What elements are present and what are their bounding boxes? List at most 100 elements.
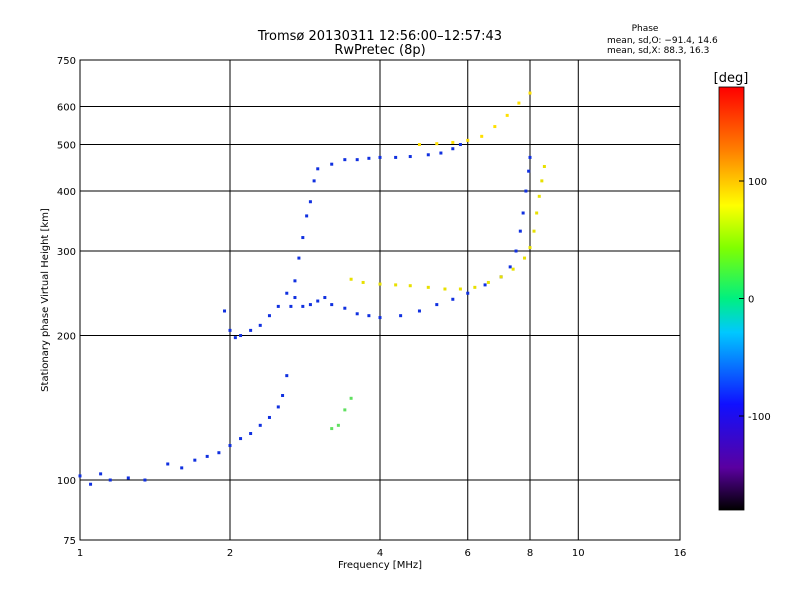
data-point — [542, 164, 546, 168]
x-tick-label: 8 — [527, 548, 533, 559]
data-point — [524, 189, 528, 193]
data-point — [323, 296, 327, 300]
data-point — [258, 323, 262, 327]
colorbar-tick-label: 0 — [748, 295, 754, 306]
data-point — [523, 256, 527, 260]
data-point — [285, 374, 289, 378]
colorbar-label: [deg] — [714, 71, 749, 86]
data-point — [378, 155, 382, 159]
data-point — [458, 143, 462, 147]
x-tick-label: 6 — [465, 548, 471, 559]
data-point — [451, 297, 455, 301]
data-point — [355, 312, 359, 316]
y-tick-label: 400 — [57, 187, 76, 198]
data-point — [466, 291, 470, 295]
data-point — [408, 284, 412, 288]
data-point — [239, 437, 243, 441]
data-point — [316, 299, 320, 303]
data-point — [439, 151, 443, 155]
x-tick-label: 4 — [377, 548, 383, 559]
data-point — [343, 408, 347, 412]
data-point — [258, 423, 262, 427]
data-point — [293, 279, 297, 283]
x-axis-label: Frequency [MHz] — [338, 560, 422, 571]
phase-title: Phase — [632, 24, 659, 34]
data-point — [267, 415, 271, 419]
data-point — [301, 304, 305, 308]
data-point — [343, 158, 347, 162]
data-point — [466, 138, 470, 142]
phase-stats-x: mean, sd,X: 88.3, 16.3 — [607, 46, 709, 56]
data-point — [330, 427, 334, 431]
data-point — [193, 458, 197, 462]
data-point — [518, 229, 522, 233]
data-point — [408, 155, 412, 159]
data-point — [499, 275, 503, 279]
y-tick-label: 600 — [57, 103, 76, 114]
data-point — [443, 287, 447, 291]
data-point — [180, 466, 184, 470]
data-point — [535, 211, 539, 215]
data-point — [316, 167, 320, 171]
data-point — [514, 249, 518, 253]
data-point — [217, 451, 221, 455]
data-point — [249, 432, 253, 436]
data-point — [228, 328, 232, 332]
data-point — [426, 153, 430, 157]
data-point — [281, 394, 285, 398]
y-axis-label: Stationary phase Virtual Height [km] — [40, 208, 51, 392]
data-point — [343, 306, 347, 310]
data-point — [233, 336, 237, 340]
y-tick-label: 100 — [57, 476, 76, 487]
x-axis-ticks: 1 2 4 6 8 10 16 — [77, 548, 687, 559]
colorbar-tick-label: -100 — [748, 412, 771, 423]
colorbar-tick-label: 100 — [748, 177, 767, 188]
data-point — [517, 101, 521, 105]
data-point — [505, 113, 509, 117]
data-point — [228, 444, 232, 448]
data-point — [276, 405, 280, 409]
y-axis-ticks: 75 100 200 300 400 500 600 750 — [57, 56, 76, 547]
data-point — [305, 214, 309, 218]
data-point — [537, 194, 541, 198]
data-point — [330, 162, 334, 166]
colorbar-ticks: 100 0 -100 — [739, 177, 771, 423]
data-point — [367, 156, 371, 160]
x-tick-label: 10 — [572, 548, 585, 559]
data-point — [367, 314, 371, 318]
chart-title-line2: RwPretec (8p) — [334, 43, 425, 58]
data-point — [426, 285, 430, 289]
chart-title-line1: Tromsø 20130311 12:56:00–12:57:43 — [257, 29, 502, 44]
data-point — [473, 285, 477, 289]
data-point — [143, 478, 147, 482]
data-point — [289, 304, 293, 308]
data-point — [493, 125, 497, 129]
data-point — [378, 316, 382, 320]
data-point — [99, 472, 103, 476]
data-point — [480, 134, 484, 138]
data-point — [312, 179, 316, 183]
data-point — [239, 334, 243, 338]
data-point — [276, 304, 280, 308]
data-point — [349, 277, 353, 281]
y-tick-label: 750 — [57, 56, 76, 67]
x-tick-label: 1 — [77, 548, 83, 559]
data-point — [78, 474, 82, 478]
data-point — [528, 91, 532, 95]
y-tick-label: 200 — [57, 332, 76, 343]
data-point — [458, 287, 462, 291]
grid — [80, 60, 680, 540]
data-point — [399, 314, 403, 318]
data-point — [435, 142, 439, 146]
data-point — [297, 256, 301, 260]
data-point — [532, 229, 536, 233]
data-point — [394, 283, 398, 287]
data-point — [435, 303, 439, 307]
data-point — [528, 155, 532, 159]
data-point — [378, 282, 382, 286]
data-point — [527, 169, 531, 173]
y-tick-label: 300 — [57, 247, 76, 258]
data-point — [511, 267, 515, 271]
data-point — [508, 265, 512, 269]
